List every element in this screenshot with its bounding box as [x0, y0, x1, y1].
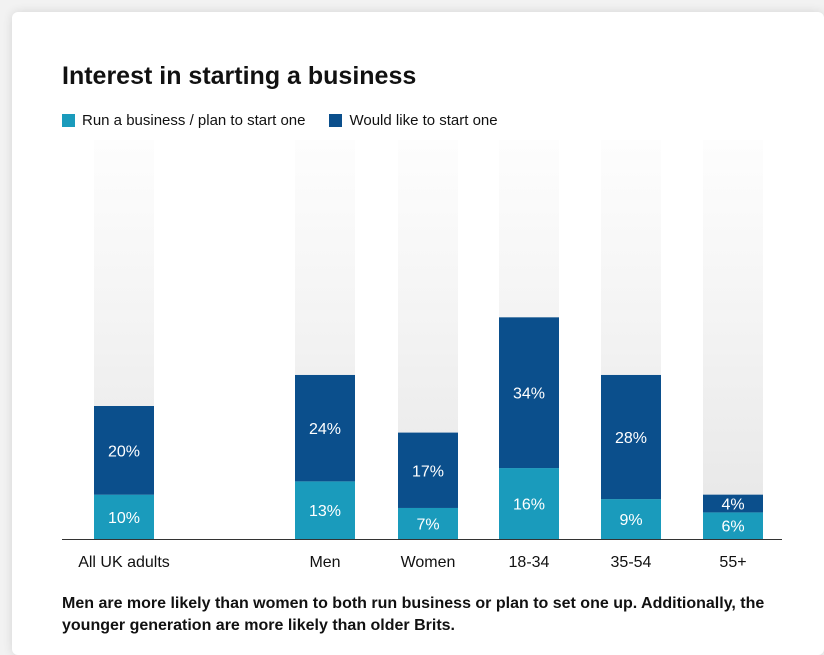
- legend-label-would: Would like to start one: [349, 112, 498, 129]
- x-tick-label: 35-54: [611, 554, 652, 571]
- data-label-run: 13%: [309, 503, 341, 520]
- legend: Run a business / plan to start one Would…: [62, 112, 522, 129]
- bar-run: [703, 512, 763, 539]
- legend-swatch-run: [62, 114, 75, 127]
- bar-would: [94, 406, 154, 495]
- bar-run: [295, 481, 355, 539]
- bar-would: [601, 374, 661, 500]
- bar-would: [703, 494, 763, 513]
- x-tick-label: Men: [309, 554, 340, 571]
- data-label-would: 4%: [721, 496, 744, 513]
- data-label-run: 6%: [721, 519, 744, 536]
- x-tick-label: All UK adults: [78, 554, 170, 571]
- legend-item-would: Would like to start one: [329, 112, 498, 129]
- data-label-would: 28%: [615, 430, 647, 447]
- data-label-would: 20%: [108, 443, 140, 460]
- x-tick-label: Women: [401, 554, 456, 571]
- data-label-would: 34%: [513, 386, 545, 403]
- data-label-run: 16%: [513, 497, 545, 514]
- legend-swatch-would: [329, 114, 343, 127]
- chart-title: Interest in starting a business: [62, 62, 417, 90]
- data-label-run: 9%: [619, 512, 642, 529]
- data-label-would: 17%: [412, 463, 444, 480]
- x-tick-label: 18-34: [509, 554, 550, 571]
- bar-would: [499, 317, 559, 469]
- bar-track: [703, 140, 763, 539]
- legend-label-run: Run a business / plan to start one: [82, 112, 306, 129]
- data-label-run: 10%: [108, 510, 140, 527]
- x-tick-label: 55+: [719, 554, 746, 571]
- legend-item-run: Run a business / plan to start one: [62, 112, 305, 129]
- bar-would: [398, 432, 458, 508]
- bar-run: [94, 494, 154, 539]
- bar-run: [499, 468, 559, 539]
- bar-would: [295, 374, 355, 482]
- bar-run: [601, 499, 661, 539]
- data-label-would: 24%: [309, 421, 341, 438]
- bar-run: [398, 507, 458, 539]
- chart-caption: Men are more likely than women to both r…: [62, 595, 765, 634]
- data-label-run: 7%: [416, 516, 439, 533]
